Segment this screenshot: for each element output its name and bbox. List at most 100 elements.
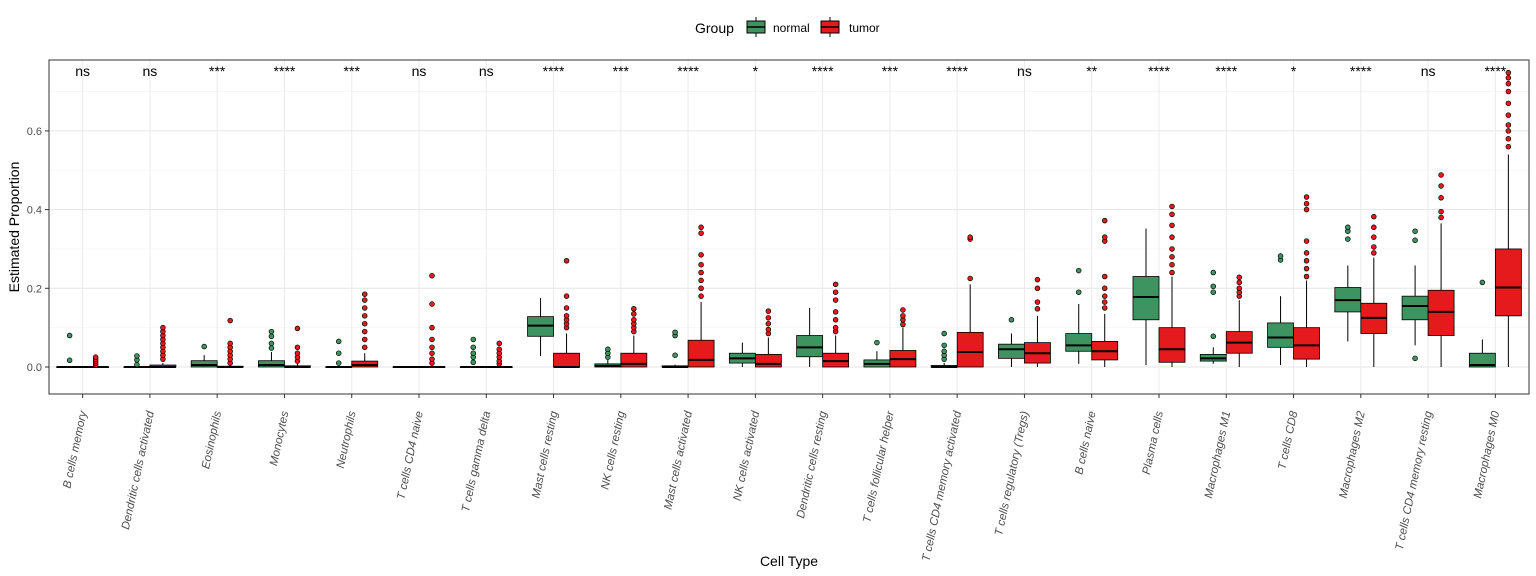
- significance-label: ns: [412, 63, 427, 79]
- box-normal-7: [527, 298, 554, 356]
- outlier-point: [698, 285, 704, 292]
- outlier-point: [361, 336, 368, 343]
- outlier-point: [1210, 269, 1217, 276]
- outlier-point: [470, 336, 477, 343]
- outlier-point: [66, 332, 73, 339]
- x-tick-label: T cells CD4 memory activated: [920, 410, 964, 563]
- box-normal-10: [728, 342, 756, 367]
- outlier-point: [563, 305, 570, 311]
- significance-label: *: [753, 63, 759, 79]
- box-tumor-20: [1427, 172, 1455, 367]
- box-body: [1267, 322, 1294, 348]
- outlier-point: [335, 360, 342, 366]
- x-tick-label: Macrophages M0: [1472, 410, 1502, 500]
- significance-label: ***: [882, 63, 899, 79]
- outlier-point: [605, 346, 611, 353]
- outlier-point: [967, 275, 973, 282]
- outlier-point: [1075, 267, 1082, 274]
- x-tick-label: NK cells activated: [732, 410, 763, 502]
- box-body: [190, 360, 218, 368]
- x-tick-label: T cells gamma delta: [460, 410, 493, 513]
- outlier-point: [361, 313, 368, 319]
- outlier-point: [294, 350, 301, 356]
- x-tick-label: Mast cells activated: [662, 410, 695, 511]
- outlier-point: [698, 224, 704, 231]
- outlier-point: [429, 272, 435, 279]
- outlier-point: [361, 297, 368, 303]
- box-normal-6: [459, 336, 487, 368]
- x-tick-label: T cells CD4 memory resting: [1394, 410, 1435, 552]
- outlier-point: [1169, 246, 1175, 252]
- box-body: [553, 352, 580, 368]
- outlier-point: [1169, 269, 1175, 276]
- outlier-point: [832, 309, 839, 315]
- outlier-point: [1210, 289, 1217, 295]
- outlier-point: [1438, 183, 1444, 189]
- outlier-point: [698, 261, 704, 268]
- x-tick-label: T cells regulatory (Tregs): [993, 410, 1031, 537]
- legend-title: Group: [695, 20, 734, 36]
- significance-label: *: [1291, 63, 1297, 79]
- outlier-point: [361, 328, 368, 335]
- box-tumor-2: [216, 317, 244, 368]
- outlier-point: [563, 258, 570, 264]
- outlier-point: [832, 324, 839, 331]
- significance-label: ****: [543, 63, 565, 79]
- box-tumor-8: [620, 306, 648, 368]
- box-normal-0: [56, 332, 84, 368]
- outlier-point: [429, 336, 435, 343]
- outlier-point: [1303, 265, 1310, 272]
- significance-label: ***: [209, 63, 226, 79]
- outlier-point: [134, 353, 140, 359]
- outlier-point: [92, 354, 99, 360]
- box-normal-12: [863, 339, 891, 368]
- box-body: [998, 343, 1025, 359]
- outlier-point: [496, 346, 503, 353]
- outlier-point: [429, 301, 435, 307]
- outlier-point: [900, 313, 906, 319]
- box-body: [796, 335, 824, 358]
- outlier-point: [160, 324, 166, 331]
- outlier-point: [429, 344, 435, 351]
- outlier-point: [335, 350, 342, 356]
- outlier-point: [832, 297, 839, 303]
- outlier-point: [1505, 143, 1512, 150]
- outlier-point: [335, 338, 342, 345]
- outlier-point: [1505, 80, 1512, 87]
- y-tick-label: 0.6: [27, 126, 42, 138]
- outlier-point: [1412, 228, 1418, 234]
- y-axis-title: Estimated Proportion: [6, 162, 22, 293]
- box-body: [1494, 248, 1522, 317]
- outlier-point: [698, 277, 704, 284]
- outlier-point: [1101, 293, 1108, 299]
- outlier-point: [1505, 136, 1512, 142]
- outlier-point: [361, 320, 368, 327]
- outlier-point: [1034, 285, 1041, 292]
- legend-key-tumor: [820, 17, 840, 37]
- outlier-point: [1505, 69, 1512, 76]
- outlier-point: [1412, 355, 1418, 362]
- outlier-point: [201, 343, 207, 350]
- outlier-point: [698, 269, 704, 276]
- x-axis-title: Cell Type: [760, 553, 818, 569]
- outlier-point: [1101, 285, 1108, 292]
- box-tumor-21: [1494, 69, 1522, 367]
- outlier-point: [1371, 234, 1377, 240]
- outlier-point: [967, 234, 973, 240]
- outlier-point: [268, 340, 275, 347]
- box-normal-1: [123, 353, 151, 368]
- outlier-point: [470, 350, 477, 356]
- outlier-point: [429, 356, 435, 362]
- box-tumor-16: [1158, 203, 1186, 367]
- outlier-point: [1169, 234, 1175, 240]
- box-body: [1401, 295, 1429, 321]
- outlier-point: [1345, 224, 1351, 231]
- outlier-point: [765, 326, 772, 333]
- box-normal-13: [930, 330, 958, 368]
- box-tumor-13: [956, 234, 984, 368]
- legend: Group normal tumor: [695, 17, 880, 37]
- box-tumor-4: [351, 291, 379, 368]
- x-tick-label: Mast cells resting: [530, 410, 560, 500]
- outlier-point: [1101, 217, 1108, 224]
